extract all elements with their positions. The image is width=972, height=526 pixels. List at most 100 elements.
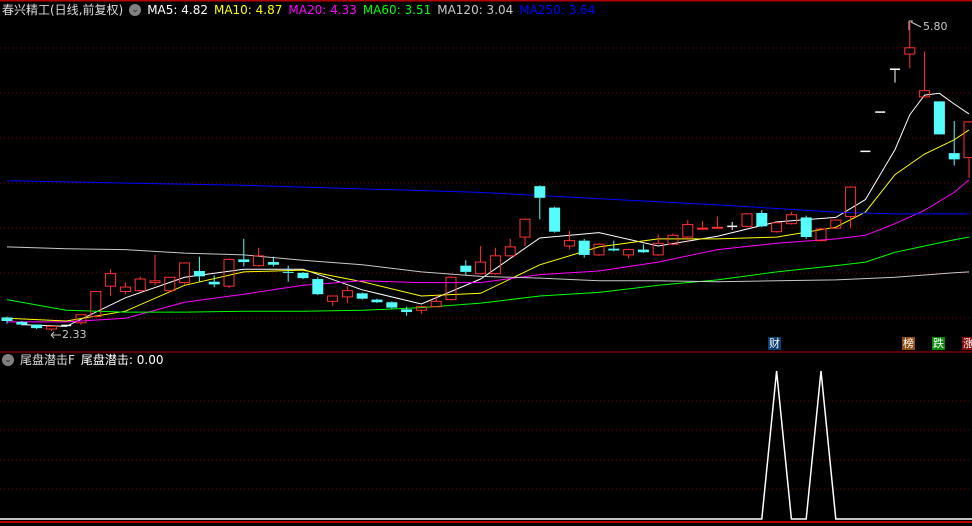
candle-body xyxy=(105,273,117,287)
candle-body xyxy=(341,290,353,298)
high-arrow-icon xyxy=(908,20,922,30)
indicator-header: ⌄ 尾盘潜击F 尾盘潜击: 0.00 xyxy=(2,352,169,368)
candle xyxy=(208,275,220,288)
indicator-name[interactable]: 尾盘潜击F xyxy=(20,353,75,367)
candle xyxy=(312,277,324,296)
candle-body xyxy=(31,324,43,329)
candle-body xyxy=(756,212,768,227)
candle-body xyxy=(697,227,709,230)
candle-body xyxy=(904,47,916,55)
candle-body xyxy=(415,306,427,311)
candle xyxy=(179,262,191,285)
candle xyxy=(90,291,102,318)
candle xyxy=(134,276,146,292)
candle xyxy=(711,216,723,230)
candle xyxy=(534,185,546,220)
candle-body xyxy=(504,246,516,257)
ma10-line xyxy=(6,129,970,322)
candle xyxy=(282,265,294,282)
candle-body xyxy=(948,153,960,160)
candle xyxy=(756,210,768,228)
ma5-line xyxy=(21,92,970,327)
candle xyxy=(771,221,783,233)
candle xyxy=(489,247,501,275)
candle xyxy=(371,298,383,304)
candle xyxy=(297,271,309,280)
candle-body xyxy=(327,295,339,302)
candle-body xyxy=(623,249,635,256)
ma20-label: MA20: 4.33 xyxy=(288,3,357,17)
candle-body xyxy=(519,218,531,238)
chevron-down-icon[interactable]: ⌄ xyxy=(2,354,14,366)
candle xyxy=(267,256,279,267)
candle-body xyxy=(578,240,590,255)
candle-body xyxy=(534,186,546,198)
ma60-label: MA60: 3.51 xyxy=(362,3,432,17)
candle xyxy=(785,212,797,225)
finance-marker[interactable]: 财 xyxy=(768,337,781,350)
candle xyxy=(105,269,117,296)
candle-body xyxy=(312,279,324,295)
candle-body xyxy=(460,265,472,272)
candle xyxy=(637,244,649,254)
low-arrow-icon xyxy=(50,331,61,339)
ma10-label: MA10: 4.87 xyxy=(213,3,283,17)
candle xyxy=(890,68,900,83)
candle-body xyxy=(637,249,649,253)
ma5-label: MA5: 4.82 xyxy=(147,3,208,17)
indicator-plot xyxy=(0,370,972,520)
chevron-down-icon[interactable]: ⌄ xyxy=(129,4,142,16)
candle xyxy=(61,324,72,327)
candle-body xyxy=(815,228,827,242)
candle-body xyxy=(75,314,87,324)
limit-up-marker[interactable]: 涨 xyxy=(962,337,972,350)
candle-body xyxy=(371,299,383,303)
candle-body xyxy=(549,207,561,232)
candle xyxy=(815,228,827,242)
candle xyxy=(356,292,368,300)
candle-body xyxy=(149,280,161,284)
candle-body xyxy=(134,278,146,292)
candle-body xyxy=(711,226,723,229)
candle xyxy=(475,246,487,275)
candle-body xyxy=(785,214,797,225)
candle xyxy=(963,121,972,179)
candle xyxy=(549,206,561,233)
stock-title: 春兴精工(日线,前复权) xyxy=(2,3,124,17)
ranking-marker[interactable]: 榜 xyxy=(902,337,915,350)
candle xyxy=(667,233,679,246)
candle-body xyxy=(845,186,857,218)
candle-body xyxy=(608,248,620,251)
ma120-label: MA120: 3.04 xyxy=(437,3,514,17)
candle-body xyxy=(16,321,28,325)
ma20-line xyxy=(7,179,970,323)
candle-body xyxy=(253,255,265,267)
candle xyxy=(593,243,605,256)
candle xyxy=(800,215,812,239)
candle xyxy=(845,186,857,229)
candle-body xyxy=(652,242,664,256)
candle-body xyxy=(593,243,605,256)
candle-body xyxy=(223,258,235,287)
candle xyxy=(1,316,13,324)
candle xyxy=(401,306,413,316)
candle-body xyxy=(90,291,102,318)
ma60-line xyxy=(6,236,970,313)
candle-body xyxy=(919,90,931,98)
candle xyxy=(563,230,575,250)
ma250-label: MA250: 3.64 xyxy=(519,3,596,17)
candle-body xyxy=(667,234,679,245)
candle-body xyxy=(164,276,176,292)
candle-body xyxy=(475,261,487,275)
candle-body xyxy=(208,281,220,285)
candle-body xyxy=(401,309,413,313)
candle xyxy=(623,248,635,259)
candle xyxy=(948,121,960,166)
candle xyxy=(341,286,353,304)
limit-down-marker[interactable]: 跌 xyxy=(932,337,945,350)
candle-body xyxy=(445,276,457,301)
candle xyxy=(504,238,516,257)
candle-body xyxy=(267,262,279,265)
